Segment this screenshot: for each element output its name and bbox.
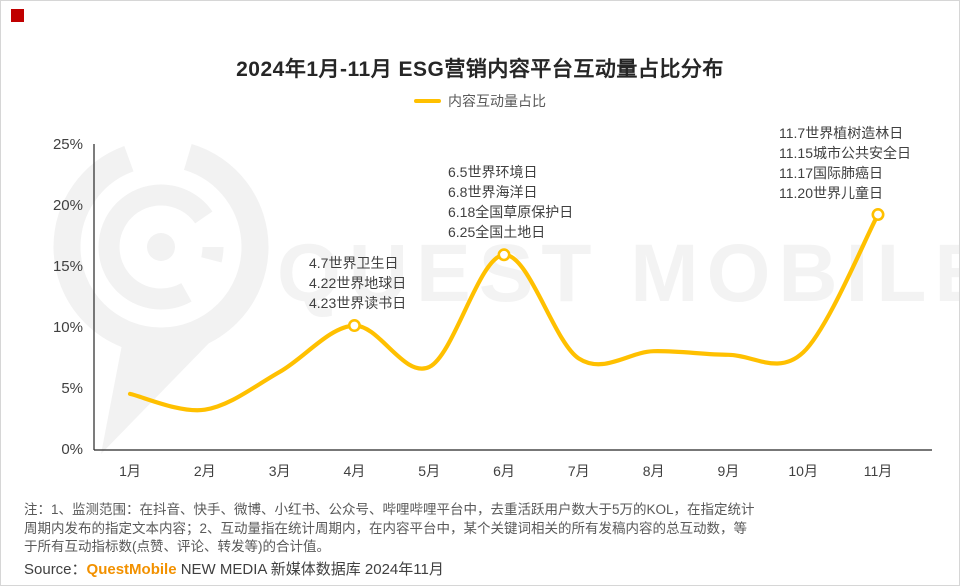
source-rest: NEW MEDIA 新媒体数据库 2024年11月 [176, 561, 444, 578]
legend-label: 内容互动量占比 [448, 93, 546, 109]
annotation-line: 4.7世界卫生日 [309, 255, 399, 271]
x-tick-6月: 6月 [493, 463, 515, 479]
annotation-april: 4.7世界卫生日 4.22世界地球日 4.23世界读书日 [309, 253, 406, 313]
y-tick-0%: 0% [61, 441, 83, 458]
x-tick-9月: 9月 [717, 463, 740, 479]
footnote: 注：1、监测范围：在抖音、快手、微博、小红书、公众号、哔哩哔哩平台中，去重活跃用… [24, 501, 944, 557]
series-line [127, 212, 881, 413]
annotation-line: 11.15城市公共安全日 [779, 145, 911, 161]
y-tick-5%: 5% [61, 380, 83, 397]
annotation-line: 6.25全国土地日 [448, 224, 546, 240]
x-tick-8月: 8月 [642, 463, 665, 479]
x-tick-10月: 10月 [788, 463, 818, 479]
questmobile-logo-watermark [53, 139, 269, 454]
annotation-line: 4.23世界读书日 [309, 295, 407, 311]
x-tick-5月: 5月 [418, 463, 441, 479]
chart-title: 2024年1月-11月 ESG营销内容平台互动量占比分布 [236, 58, 724, 81]
brand-red-square [11, 9, 24, 22]
annotation-june: 6.5世界环境日 6.8世界海洋日 6.18全国草原保护日 6.25全国土地日 [448, 162, 573, 242]
series-markers [347, 208, 885, 333]
annotation-line: 4.22世界地球日 [309, 275, 407, 291]
annotation-november: 11.7世界植树造林日 11.15城市公共安全日 11.17国际肺癌日 11.20世界… [779, 123, 911, 203]
footnote-line: 注：1、监测范围：在抖音、快手、微博、小红书、公众号、哔哩哔哩平台中，去重活跃用… [24, 502, 755, 517]
legend: 内容互动量占比 [1, 91, 959, 111]
y-tick-10%: 10% [52, 319, 83, 336]
y-tick-20%: 20% [52, 197, 83, 214]
data-point-marker-6月 [497, 248, 511, 262]
annotation-line: 11.20世界儿童日 [779, 185, 883, 201]
x-tick-3月: 3月 [268, 463, 291, 479]
x-tick-11月: 11月 [863, 463, 893, 479]
logo-bubble-tail [101, 329, 211, 454]
source-line: Source：QuestMobile NEW MEDIA 新媒体数据库 2024… [24, 558, 444, 579]
data-point-marker-4月 [347, 319, 361, 333]
x-tick-1月: 1月 [119, 463, 141, 479]
footnote-line: 于所有互动指标数(点赞、评论、转发等)的合计值。 [24, 539, 330, 554]
x-tick-2月: 2月 [193, 463, 216, 479]
x-tick-7月: 7月 [567, 463, 590, 479]
y-tick-25%: 25% [52, 136, 83, 153]
source-prefix: Source： [24, 561, 87, 578]
source-brand-questmobile: QuestMobile [86, 561, 177, 578]
annotation-line: 11.17国际肺癌日 [779, 165, 883, 181]
legend-line-swatch [414, 99, 441, 103]
questmobile-text-watermark: QUEST MOBILE [277, 228, 960, 319]
annotation-line: 6.8世界海洋日 [448, 184, 538, 200]
annotation-line: 6.5世界环境日 [448, 164, 538, 180]
footnote-line: 周期内发布的指定文本内容；2、互动量指在统计周期内，在内容平台中，某个关键词相关… [24, 520, 748, 536]
annotation-line: 6.18全国草原保护日 [448, 204, 574, 220]
annotation-line: 11.7世界植树造林日 [779, 125, 904, 141]
x-tick-4月: 4月 [343, 463, 366, 479]
y-tick-15%: 15% [52, 258, 83, 275]
data-point-marker-11月 [871, 208, 885, 222]
